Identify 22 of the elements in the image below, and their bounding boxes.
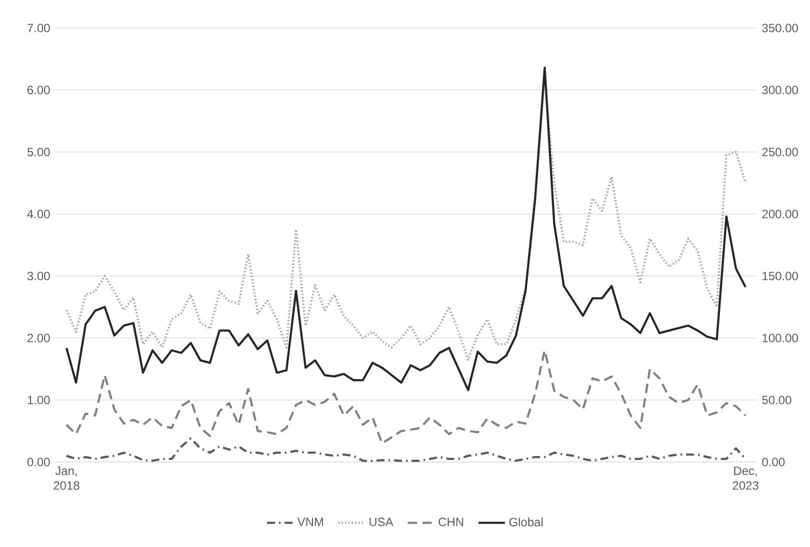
y2-tick-label: 200.00 — [762, 210, 798, 218]
y2-tick-label: 100.00 — [762, 334, 798, 342]
legend-label: Global — [509, 518, 543, 526]
y-tick-label: 0.00 — [27, 458, 50, 466]
y-tick-label: 2.00 — [28, 334, 50, 342]
y-tick-label: 3.00 — [27, 272, 50, 280]
y2-tick-label: 250.00 — [762, 148, 798, 156]
y2-tick-label: 300.00 — [762, 86, 798, 94]
x-tick-label: Dec, 2023 — [732, 466, 758, 490]
x-tick-label: Jan, 2018 — [54, 466, 80, 490]
y2-tick-label: 50.00 — [762, 396, 792, 404]
y-tick-label: 7.00 — [28, 24, 50, 32]
y-tick-label: 4.00 — [27, 210, 50, 218]
y-tick-label: 6.00 — [28, 86, 50, 94]
legend-label: VNM — [297, 518, 323, 526]
y2-tick-label: 350.00 — [762, 24, 798, 32]
legend-label: USA — [370, 518, 394, 526]
y2-tick-label: 0.00 — [762, 458, 785, 466]
y2-tick-label: 150.00 — [762, 272, 798, 280]
y-tick-label: 5.00 — [27, 148, 50, 156]
y-tick-label: 1.00 — [28, 396, 50, 404]
legend-label: CHN — [438, 518, 464, 526]
